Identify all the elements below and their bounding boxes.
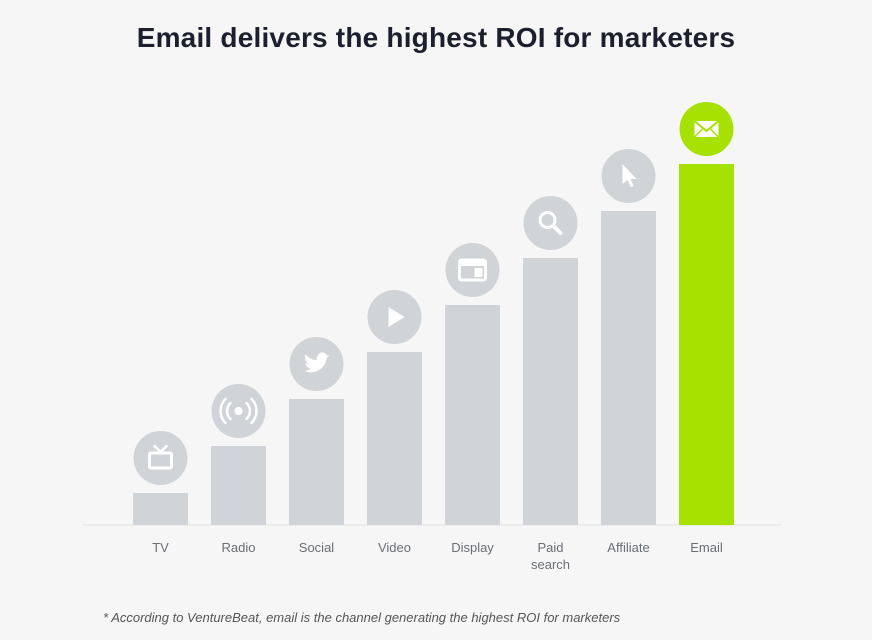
tick-label-display: Display [451,540,494,555]
bar-email [679,164,734,525]
twitter-icon [289,337,344,391]
play-icon [367,290,422,344]
radio-icon [211,384,266,438]
display-icon [445,243,500,297]
envelope-icon [679,102,734,156]
bar-social [289,399,344,525]
chart-title: Email delivers the highest ROI for marke… [136,22,736,53]
search-icon [523,196,578,250]
tick-label-radio: Radio [222,540,256,555]
tick-label-paid-search: Paid search [531,540,570,572]
bar-affiliate [601,211,656,525]
footnote: * According to VentureBeat, email is the… [103,610,621,625]
bar-display [445,305,500,525]
bar-radio [211,446,266,525]
tv-icon [133,431,188,485]
bar-tv [133,493,188,525]
cursor-icon [601,149,656,203]
bar-video [367,352,422,525]
tick-label-social: Social [299,540,335,555]
tick-label-video: Video [378,540,411,555]
bar-paid-search [523,258,578,525]
tick-label-email: Email [690,540,723,555]
bar-chart: TV Radio Social Video Display Paid search Affil… [82,102,782,572]
tick-label-affiliate: Affiliate [607,540,649,555]
tick-label-tv: TV [152,540,169,555]
